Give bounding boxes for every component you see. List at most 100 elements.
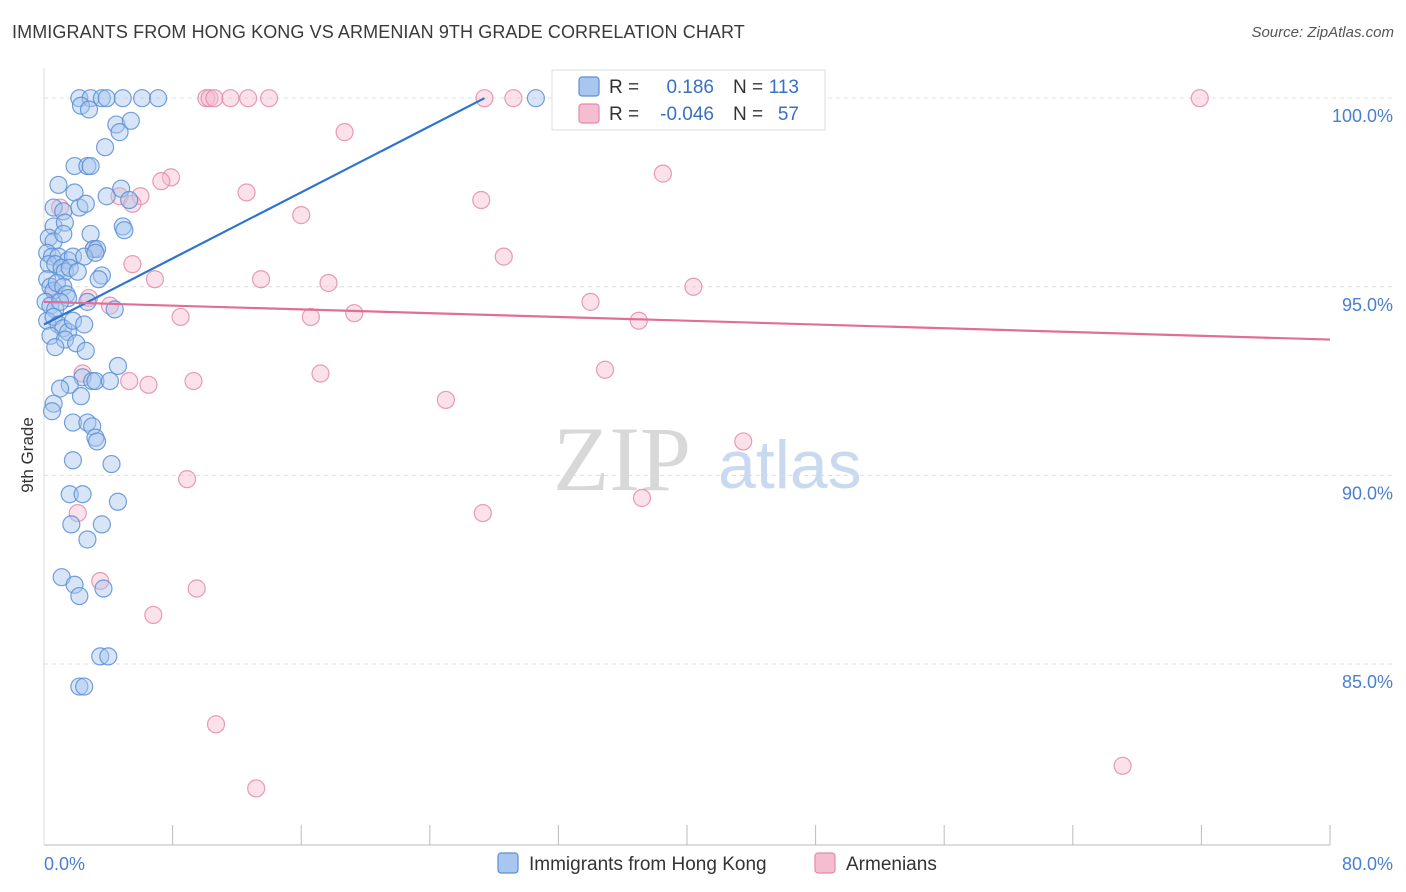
series-legend: Immigrants from Hong Kong Armenians — [497, 852, 937, 875]
hong-kong-point-100 — [65, 575, 84, 594]
hong-kong-point-73 — [67, 334, 86, 353]
armenians-point-31 — [581, 292, 600, 311]
hong-kong-point-75 — [46, 338, 65, 357]
chart-title: IMMIGRANTS FROM HONG KONG VS ARMENIAN 9T… — [12, 22, 745, 42]
hong-kong-point-11 — [121, 111, 140, 130]
pink-n-value: 57 — [778, 104, 799, 125]
armenians-point-51 — [206, 715, 226, 734]
y-tick-labels: 85.0% 90.0% 95.0% 100.0% — [1332, 106, 1393, 692]
hong-kong-point-14 — [65, 156, 84, 176]
legend-armenians-label: Armenians — [846, 854, 937, 875]
armenians-point-44 — [177, 470, 197, 489]
x-axis — [43, 825, 1331, 846]
hong-kong-point-98 — [78, 530, 97, 549]
chart-source: Source: ZipAtlas.com — [1251, 24, 1394, 41]
armenians-points — [44, 89, 1209, 798]
hong-kong-point-32 — [54, 224, 73, 244]
hong-kong-point-79 — [86, 371, 105, 391]
armenians-point-35 — [629, 311, 648, 330]
hong-kong-point-90 — [87, 432, 107, 451]
hong-kong-point-105 — [70, 677, 89, 696]
armenians-point-10 — [335, 123, 354, 142]
hong-kong-point-97 — [92, 515, 111, 534]
armenians-point-53 — [1113, 756, 1132, 775]
x-tick-label-min: 0.0% — [44, 854, 85, 874]
hong-kong-point-22 — [44, 198, 63, 217]
armenians-point-47 — [68, 503, 87, 523]
armenians-point-9 — [1190, 89, 1209, 108]
blue-r-value: 0.186 — [666, 77, 714, 98]
armenians-point-23 — [123, 255, 142, 274]
hong-kong-point-82 — [50, 379, 70, 398]
hong-kong-point-95 — [108, 492, 128, 511]
hong-kong-point-25 — [76, 194, 95, 213]
armenians-point-13 — [152, 172, 171, 191]
hong-kong-point-26 — [44, 217, 63, 236]
blue-n-label: N = — [733, 77, 763, 98]
pink-r-label: R = — [609, 104, 639, 125]
hong-kong-point-42 — [86, 243, 105, 262]
hong-kong-point-21 — [97, 187, 116, 206]
armenians-point-34 — [301, 307, 320, 327]
legend-hong-kong-label: Immigrants from Hong Kong — [529, 854, 767, 875]
hong-kong-point-101 — [94, 579, 113, 598]
armenians-point-2 — [205, 89, 224, 108]
hong-kong-point-16 — [81, 156, 100, 176]
armenians-point-33 — [171, 307, 190, 327]
hong-kong-point-12 — [110, 123, 129, 142]
hong-kong-point-4 — [113, 89, 132, 108]
hong-kong-point-86 — [63, 413, 83, 432]
hong-kong-point-41 — [75, 247, 94, 266]
hong-kong-point-102 — [70, 586, 89, 606]
hong-kong-point-48 — [68, 262, 87, 281]
armenians-point-14 — [237, 183, 256, 202]
hong-kong-point-81 — [60, 375, 79, 394]
trend-lines — [43, 97, 1331, 341]
armenians-point-42 — [436, 390, 455, 410]
hong-kong-point-2 — [92, 89, 111, 108]
armenians-point-26 — [319, 273, 338, 293]
hong-kong-point-106 — [75, 677, 94, 696]
hong-kong-point-69 — [63, 311, 83, 330]
armenians-point-27 — [684, 277, 703, 296]
armenians-point-40 — [120, 371, 139, 391]
armenians-point-3 — [221, 89, 240, 108]
armenians-point-32 — [345, 304, 364, 323]
blue-n-value: 113 — [769, 77, 799, 98]
armenians-point-52 — [247, 779, 266, 798]
armenians-point-7 — [504, 89, 523, 108]
hong-kong-point-94 — [73, 485, 92, 504]
y-tick-label-85: 85.0% — [1342, 672, 1393, 692]
hong-kong-point-83 — [71, 387, 91, 406]
hong-kong-point-84 — [44, 394, 63, 413]
armenians-point-22 — [494, 247, 513, 266]
armenians-point-46 — [473, 503, 492, 523]
hong-kong-point-92 — [102, 454, 121, 474]
x-tick-label-max: 80.0% — [1342, 854, 1393, 874]
pink-n-label: N = — [733, 104, 763, 125]
armenians-point-37 — [311, 364, 330, 383]
armenians-point-50 — [144, 605, 163, 625]
hong-kong-point-93 — [60, 485, 79, 504]
hong-kong-point-6 — [149, 89, 168, 108]
watermark-atlas: atlas — [718, 427, 862, 503]
armenians-point-43 — [734, 432, 753, 451]
hong-kong-point-9 — [79, 100, 99, 119]
legend-hong-kong-icon — [497, 852, 519, 874]
hong-kong-point-33 — [81, 224, 100, 244]
gridlines — [44, 97, 1393, 665]
pink-swatch-icon — [578, 103, 600, 124]
armenians-point-17 — [472, 190, 491, 210]
armenians-point-12 — [161, 168, 181, 187]
armenians-point-39 — [184, 371, 203, 391]
armenians-point-41 — [139, 375, 158, 394]
armenians-point-1 — [200, 89, 219, 108]
armenians-point-25 — [145, 270, 165, 289]
hong-kong-point-104 — [99, 647, 118, 666]
hong-kong-point-70 — [75, 315, 94, 334]
hong-kong-point-5 — [132, 89, 152, 108]
armenians-trend-line — [43, 300, 1331, 341]
stats-legend: R = 0.186 N = 113 R = -0.046 N = 57 — [551, 69, 826, 131]
hong-kong-point-27 — [55, 213, 74, 232]
